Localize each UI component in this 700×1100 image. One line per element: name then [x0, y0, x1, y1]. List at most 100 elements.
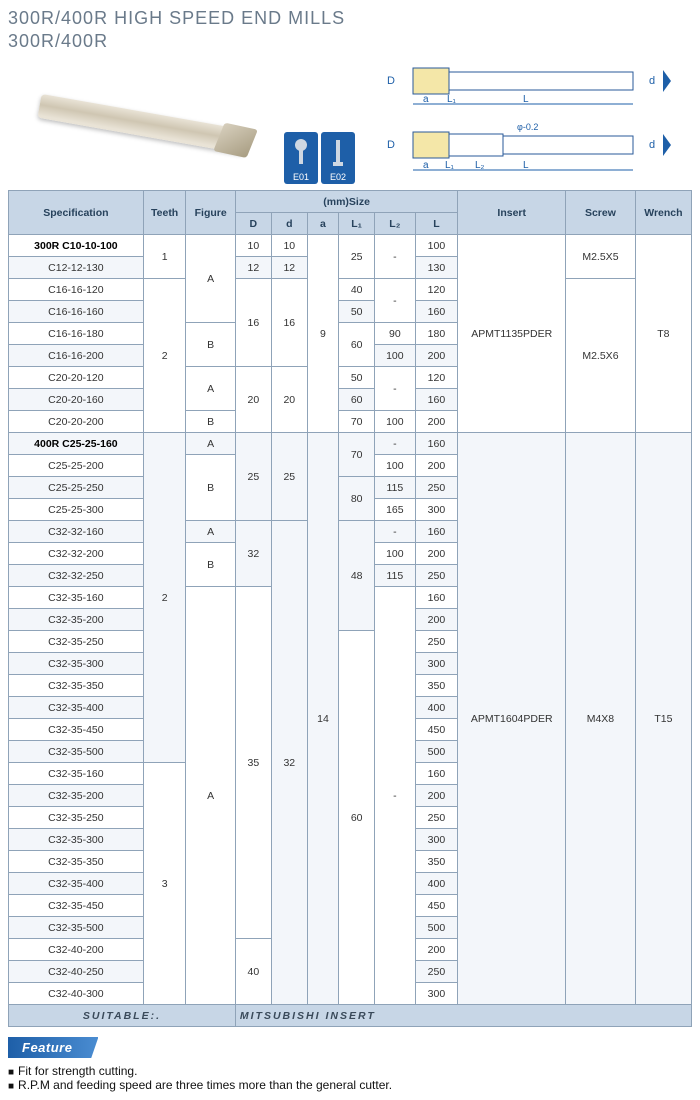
d-cell: 20 [271, 367, 307, 433]
l2-cell: 115 [375, 477, 415, 499]
l-cell: 160 [415, 521, 458, 543]
col-L2: L₂ [375, 213, 415, 235]
l-cell: 120 [415, 279, 458, 301]
hero-row: E01 E02 D d L a L₁ [8, 54, 692, 184]
table-row: C16-16-120 2 16 16 40 - 120 M2.5X6 [9, 279, 692, 301]
icon-label-e02: E02 [330, 172, 346, 182]
spec-cell: C32-32-160 [9, 521, 144, 543]
D-cell: 16 [235, 279, 271, 367]
tool-tip [213, 123, 258, 158]
spec-cell: C32-35-450 [9, 719, 144, 741]
d-cell: 16 [271, 279, 307, 367]
spec-cell: C25-25-160 [62, 438, 117, 450]
l2-cell: 90 [375, 323, 415, 345]
l-cell: 400 [415, 873, 458, 895]
l1-cell: 25 [339, 235, 375, 279]
l-cell: 200 [415, 785, 458, 807]
l-cell: 450 [415, 719, 458, 741]
spec-table: Specification Teeth Figure (mm)Size Inse… [8, 190, 692, 1027]
screw-icon: E01 [284, 132, 318, 184]
figure-cell: A [186, 235, 235, 323]
l-cell: 200 [415, 543, 458, 565]
col-D: D [235, 213, 271, 235]
wrench-cell: T8 [635, 235, 691, 433]
col-L: L [415, 213, 458, 235]
l-cell: 160 [415, 763, 458, 785]
svg-text:d: d [649, 75, 655, 87]
spec-cell: C16-16-200 [9, 345, 144, 367]
D-cell: 35 [235, 587, 271, 939]
svg-text:a: a [423, 94, 429, 105]
l2-cell: 100 [375, 345, 415, 367]
svg-text:D: D [387, 139, 395, 151]
spec-cell: C32-35-250 [9, 807, 144, 829]
spec-cell: C32-35-300 [9, 653, 144, 675]
l-cell: 500 [415, 741, 458, 763]
teeth-cell: 2 [143, 279, 186, 433]
series-400r: 400R [34, 438, 59, 450]
spec-cell: C32-35-200 [9, 785, 144, 807]
l1-cell: 50 [339, 301, 375, 323]
svg-text:L₁: L₁ [445, 160, 455, 171]
spec-cell: C32-35-500 [9, 917, 144, 939]
spec-cell: C32-35-450 [9, 895, 144, 917]
l-cell: 300 [415, 829, 458, 851]
table-row: 300R C10-10-100 1 A 10 10 9 25 - 100 APM… [9, 235, 692, 257]
l-cell: 120 [415, 367, 458, 389]
l-cell: 200 [415, 455, 458, 477]
l-cell: 180 [415, 323, 458, 345]
l-cell: 300 [415, 499, 458, 521]
col-specification: Specification [9, 191, 144, 235]
svg-text:a: a [423, 160, 429, 171]
l-cell: 200 [415, 345, 458, 367]
a-cell: 14 [307, 433, 338, 1005]
spec-cell: C20-20-160 [9, 389, 144, 411]
wrench-icon: E02 [321, 132, 355, 184]
spec-cell: C32-32-200 [9, 543, 144, 565]
spec-cell: C12-12-130 [9, 257, 144, 279]
l1-cell: 48 [339, 521, 375, 631]
svg-text:D: D [387, 75, 395, 87]
l-cell: 160 [415, 389, 458, 411]
col-insert: Insert [458, 191, 566, 235]
l-cell: 200 [415, 939, 458, 961]
l-cell: 160 [415, 587, 458, 609]
l-cell: 250 [415, 961, 458, 983]
screw-cell: M4X8 [566, 433, 636, 1005]
table-head: Specification Teeth Figure (mm)Size Inse… [9, 191, 692, 235]
spec-cell: C32-35-350 [9, 675, 144, 697]
col-size-group: (mm)Size [235, 191, 457, 213]
col-figure: Figure [186, 191, 235, 235]
series-300r: 300R [34, 240, 59, 252]
l-cell: 160 [415, 433, 458, 455]
svg-text:φ-0.2: φ-0.2 [517, 122, 538, 132]
l2-cell: - [375, 235, 415, 279]
screw-cell: M2.5X6 [566, 279, 636, 433]
insert-cell: APMT1135PDER [458, 235, 566, 433]
l1-cell: 70 [339, 433, 375, 477]
spec-cell: C32-35-250 [9, 631, 144, 653]
spec-cell: C32-35-500 [9, 741, 144, 763]
feature-list: Fit for strength cutting. R.P.M and feed… [8, 1064, 692, 1092]
spec-cell: C16-16-180 [9, 323, 144, 345]
l-cell: 500 [415, 917, 458, 939]
spec-cell: C32-40-200 [9, 939, 144, 961]
col-teeth: Teeth [143, 191, 186, 235]
D-cell: 25 [235, 433, 271, 521]
spec-cell: C32-35-160 [9, 587, 144, 609]
suitable-value: MITSUBISHI INSERT [240, 1010, 376, 1022]
figure-cell: A [186, 367, 235, 411]
l-cell: 100 [415, 235, 458, 257]
l1-cell: 40 [339, 279, 375, 301]
spec-cell: C16-16-120 [9, 279, 144, 301]
page-title-2: 300R/400R [8, 31, 692, 52]
d-cell: 25 [271, 433, 307, 521]
l-cell: 300 [415, 983, 458, 1005]
l-cell: 400 [415, 697, 458, 719]
spec-cell: C32-35-400 [9, 873, 144, 895]
table-row: 400R C25-25-160 2 A 25 25 14 70 - 160 AP… [9, 433, 692, 455]
l-cell: 250 [415, 565, 458, 587]
d-cell: 10 [271, 235, 307, 257]
icon-label-e01: E01 [293, 172, 309, 182]
spec-cell: C32-32-250 [9, 565, 144, 587]
